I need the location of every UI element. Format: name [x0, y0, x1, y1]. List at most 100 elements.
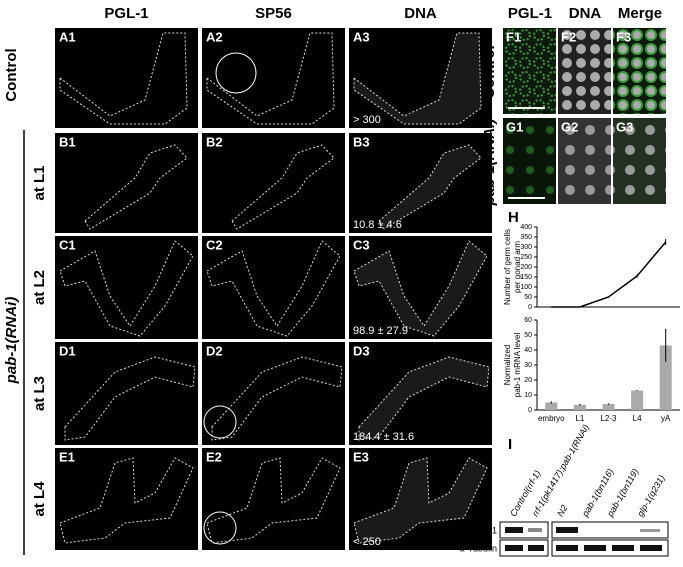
gonad-outline	[353, 457, 488, 544]
panel-label: G3	[616, 119, 633, 134]
highlight-circle	[203, 405, 237, 439]
micrograph	[558, 28, 611, 114]
column-header: SP56	[255, 5, 292, 22]
count-label: > 300	[353, 114, 381, 126]
gonad-outline	[231, 144, 335, 230]
micrograph	[613, 28, 666, 114]
highlight-circle	[215, 52, 257, 94]
x-tick-label: embryo	[538, 414, 565, 423]
gonad-outline	[353, 240, 488, 337]
axis-title: Number of germ cells	[503, 229, 512, 305]
panel-label: D3	[353, 343, 370, 358]
panel-label: B2	[206, 134, 223, 149]
panel-label: H	[508, 209, 519, 226]
column-header: PGL-1	[104, 5, 148, 22]
y-tick-label: 40	[524, 347, 532, 354]
row-label: at L4	[31, 481, 48, 517]
column-header: DNA	[569, 5, 602, 22]
row-label: at L3	[31, 376, 48, 411]
micrograph	[202, 133, 345, 233]
count-label: < 250	[353, 536, 381, 548]
axis-title: pab-1 mRNA level	[513, 333, 522, 398]
panel-label: C2	[206, 237, 223, 252]
micrograph	[55, 448, 198, 550]
panel-label: D1	[59, 343, 76, 358]
gonad-outline	[59, 32, 188, 125]
y-tick-label: 400	[520, 224, 532, 231]
bar	[545, 402, 558, 410]
bar	[573, 404, 586, 410]
panel-label: D2	[206, 343, 223, 358]
y-tick-label: 300	[520, 244, 532, 251]
x-tick-label: yA	[661, 414, 671, 423]
x-tick-label: L1	[575, 414, 584, 423]
micrograph	[55, 133, 198, 233]
gonad-outline	[358, 356, 490, 441]
y-tick-label: 0	[528, 407, 532, 414]
panel-label: A1	[59, 29, 76, 44]
panel-label: A3	[353, 29, 370, 44]
micrograph	[202, 28, 345, 128]
blot	[499, 521, 669, 557]
panel-label: E1	[59, 449, 75, 464]
blot-row-label: α-Tubulin	[460, 543, 497, 553]
panel-label: B1	[59, 134, 76, 149]
bar	[631, 390, 644, 410]
micrograph	[55, 342, 198, 445]
gonad-outline	[378, 144, 482, 230]
micrograph	[55, 28, 198, 128]
gonad-outline	[84, 144, 188, 230]
blot-row-label: PAB-1	[472, 525, 497, 535]
panel-label: G2	[561, 119, 578, 134]
panel-label: F3	[616, 29, 631, 44]
y-tick-label: 200	[520, 264, 532, 271]
x-tick-label: L2-3	[600, 414, 617, 423]
y-tick-label: 350	[520, 234, 532, 241]
row-label: pab-1(RNAi)	[3, 297, 20, 385]
panel-label: C1	[59, 237, 76, 252]
panel-label: F2	[561, 29, 576, 44]
y-tick-label: 10	[524, 392, 532, 399]
panel-label: B3	[353, 134, 370, 149]
y-tick-label: 50	[524, 332, 532, 339]
y-tick-label: 0	[528, 304, 532, 311]
y-tick-label: 150	[520, 274, 532, 281]
x-tick-label: L4	[633, 414, 642, 423]
y-tick-label: 20	[524, 377, 532, 384]
micrograph	[503, 28, 556, 114]
gonad-outline	[59, 457, 194, 544]
gonad-outline	[353, 32, 482, 125]
row-label: at L1	[31, 165, 48, 200]
micrograph	[613, 118, 666, 204]
micrograph	[202, 342, 345, 445]
gonad-outline	[206, 32, 335, 125]
row-label: Control	[3, 48, 20, 101]
row-label: at L2	[31, 270, 48, 305]
y-tick-label: 30	[524, 362, 532, 369]
column-header: DNA	[404, 5, 437, 22]
panel-label: F1	[506, 29, 521, 44]
micrograph	[55, 236, 198, 339]
y-tick-label: 100	[520, 284, 532, 291]
count-label: 10.8 ± 4.6	[353, 219, 402, 231]
y-tick-label: 50	[524, 294, 532, 301]
panel-label: E2	[206, 449, 222, 464]
micrograph	[503, 118, 556, 204]
highlight-circle	[203, 511, 237, 545]
column-header: Merge	[618, 5, 662, 22]
count-label: 184.4 ± 31.6	[353, 431, 414, 443]
micrograph	[202, 448, 345, 550]
bar	[659, 345, 672, 410]
panel-label: I	[508, 436, 512, 453]
gonad-outline	[206, 457, 341, 544]
micrograph	[202, 236, 345, 339]
bar	[602, 404, 615, 410]
axis-title: per gonad arm	[513, 241, 522, 293]
micrograph	[558, 118, 611, 204]
y-tick-label: 60	[524, 317, 532, 324]
lane-label: N2	[555, 503, 569, 518]
column-header: PGL-1	[508, 5, 552, 22]
panel-label: G1	[506, 119, 523, 134]
lane-label: glp-1(q231)	[635, 473, 667, 518]
